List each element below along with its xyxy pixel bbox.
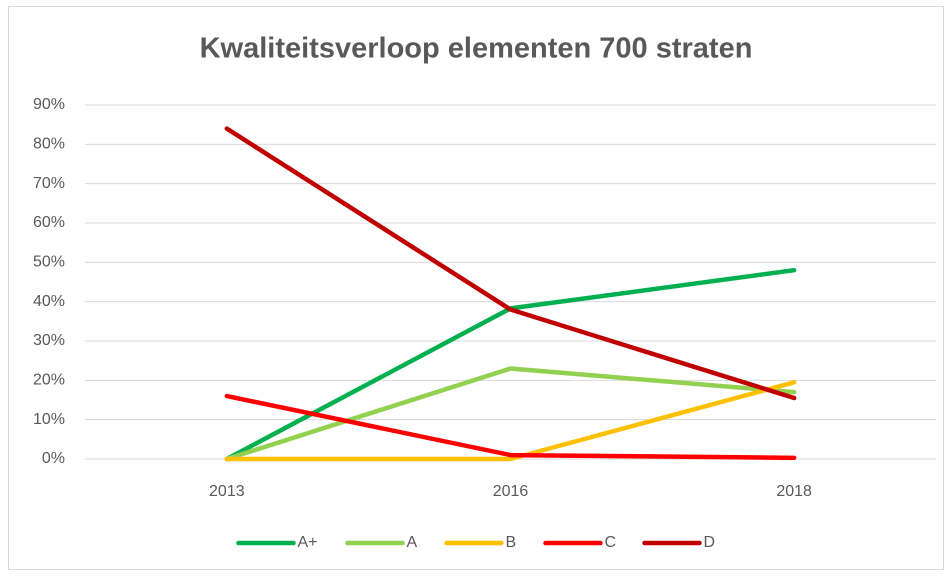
y-tick-label: 80%	[33, 136, 65, 153]
y-tick-label: 70%	[33, 175, 65, 192]
y-tick-label: 30%	[33, 332, 65, 349]
legend-label: A	[407, 534, 418, 551]
series-line	[224, 126, 797, 401]
y-tick-label: 10%	[33, 411, 65, 428]
x-tick-label: 2013	[209, 483, 245, 500]
x-tick-label: 2018	[776, 483, 812, 500]
legend-label: C	[605, 534, 617, 551]
y-tick-label: 40%	[33, 293, 65, 310]
y-tick-label: 50%	[33, 254, 65, 271]
y-tick-label: 0%	[42, 450, 65, 467]
y-tick-label: 20%	[33, 372, 65, 389]
series-line	[224, 366, 797, 462]
y-tick-label: 60%	[33, 214, 65, 231]
legend-label: A+	[298, 534, 318, 551]
chart-title: Kwaliteitsverloop elementen 700 straten	[200, 33, 753, 65]
series-line	[224, 393, 797, 461]
x-tick-label: 2016	[493, 483, 529, 500]
legend-label: B	[506, 534, 517, 551]
y-tick-label: 90%	[33, 96, 65, 113]
legend-label: D	[704, 534, 716, 551]
series-line	[224, 380, 797, 462]
